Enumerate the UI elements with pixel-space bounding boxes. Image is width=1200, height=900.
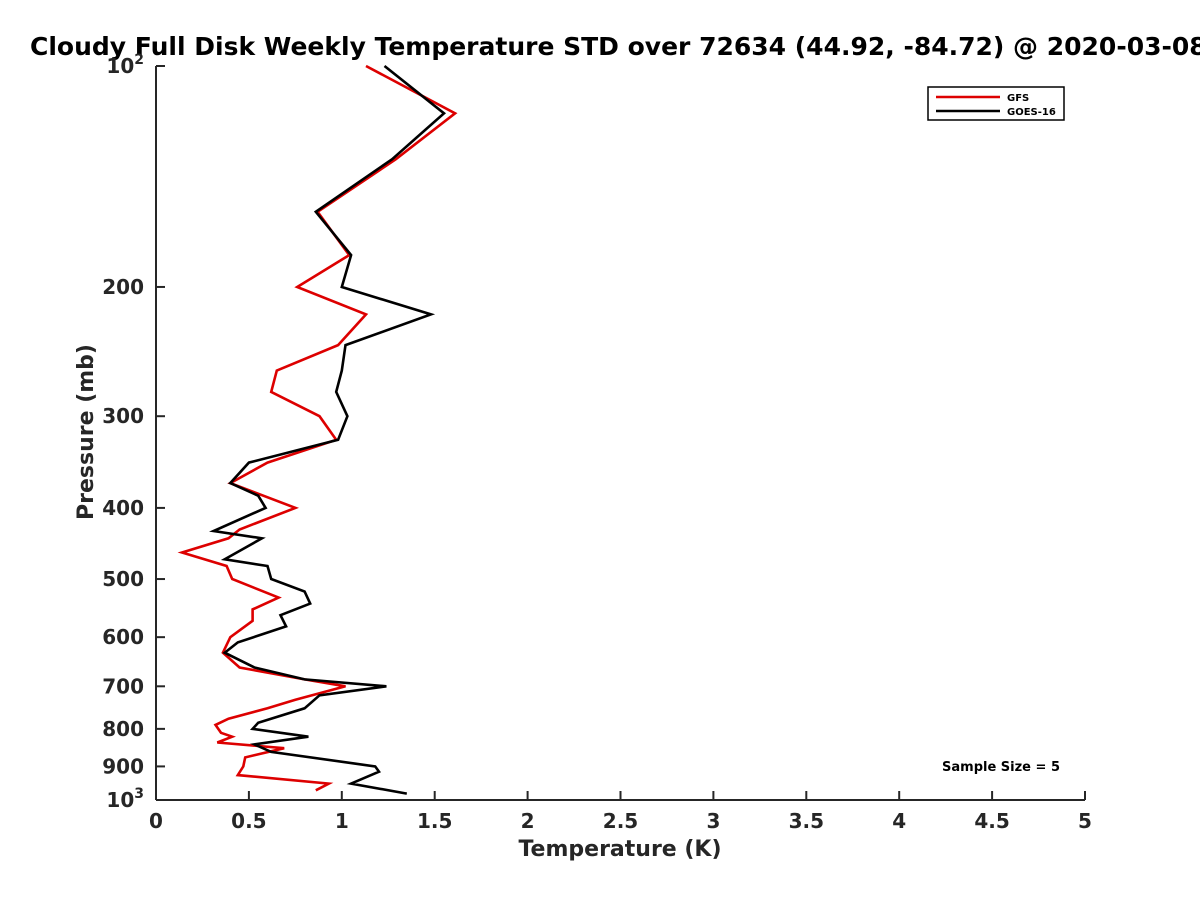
legend: GFS GOES-16: [927, 86, 1065, 121]
x-axis-label: Temperature (K): [518, 837, 721, 862]
x-tick-label: 4: [892, 809, 906, 833]
x-tick-label: 1.5: [417, 809, 452, 833]
series-layer: [177, 64, 458, 795]
x-tick-label: 4.5: [974, 809, 1009, 833]
x-tick-label: 0: [149, 809, 163, 833]
series-line-goes-16: [209, 64, 447, 795]
y-tick-label: 600: [102, 625, 144, 649]
y-tick-label: 900: [102, 754, 144, 778]
y-tick-label: 200: [102, 275, 144, 299]
plot-area: [155, 66, 1085, 801]
legend-box: [927, 86, 1065, 121]
y-tick-label: 700: [102, 674, 144, 698]
legend-label: GFS: [1007, 93, 1029, 104]
x-tick-label: 2.5: [603, 809, 638, 833]
y-axis: 200 300 400 500 600 700 800 900 102 103: [102, 52, 165, 812]
x-tick-label: 3: [706, 809, 720, 833]
y-tick-label: 400: [102, 496, 144, 520]
x-tick-label: 3.5: [789, 809, 824, 833]
legend-label: GOES-16: [1007, 107, 1056, 118]
y-tick-label: 500: [102, 567, 144, 591]
x-tick-label: 0.5: [231, 809, 266, 833]
y-axis-label: Pressure (mb): [74, 344, 99, 520]
series-line-gfs: [177, 64, 458, 792]
y-tick-label-top: 102: [106, 52, 144, 78]
sample-size-annotation: Sample Size = 5: [942, 760, 1060, 775]
x-axis: 0 0.5 1 1.5 2 2.5 3 3.5 4 4.5 5: [149, 791, 1092, 833]
y-tick-label: 300: [102, 404, 144, 428]
chart-title: Cloudy Full Disk Weekly Temperature STD …: [30, 32, 1200, 61]
y-tick-label-bottom: 103: [106, 786, 144, 812]
x-tick-label: 1: [335, 809, 349, 833]
x-tick-label: 5: [1078, 809, 1092, 833]
y-tick-label: 800: [102, 717, 144, 741]
x-tick-label: 2: [521, 809, 535, 833]
